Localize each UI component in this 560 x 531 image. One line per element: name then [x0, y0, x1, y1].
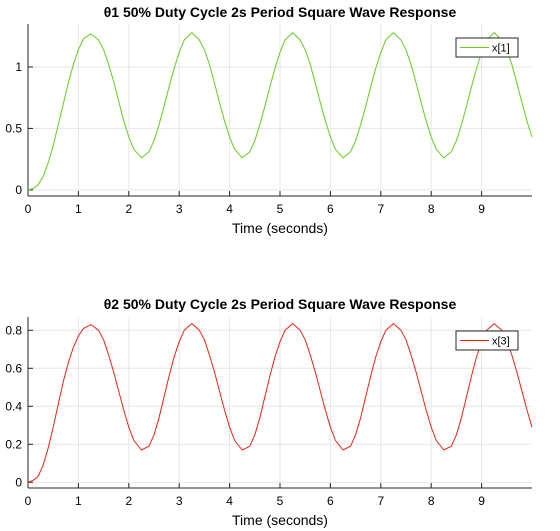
x-tick-label: 5 [277, 202, 284, 216]
x-tick-label: 5 [277, 494, 284, 508]
x-tick-label: 6 [327, 494, 334, 508]
x-tick-label: 4 [226, 494, 233, 508]
x-tick-label: 2 [125, 494, 132, 508]
x-axis-label: Time (seconds) [232, 512, 328, 528]
x-tick-label: 8 [428, 494, 435, 508]
y-tick-label: 0.4 [5, 399, 22, 413]
x-tick-label: 3 [176, 494, 183, 508]
y-tick-label: 0 [15, 475, 22, 489]
y-tick-label: 1 [15, 60, 22, 74]
series-line [27, 323, 533, 483]
x-tick-label: 7 [377, 494, 384, 508]
y-tick-label: 0.2 [5, 437, 22, 451]
x-tick-label: 1 [75, 494, 82, 508]
x-tick-label: 8 [428, 202, 435, 216]
x-tick-label: 0 [25, 202, 32, 216]
x-tick-label: 9 [478, 494, 485, 508]
x-tick-label: 0 [25, 494, 32, 508]
series-line [27, 32, 533, 191]
x-tick-label: 7 [377, 202, 384, 216]
x-tick-label: 9 [478, 202, 485, 216]
y-tick-label: 0.8 [5, 323, 22, 337]
legend-label: x[3] [492, 336, 510, 348]
x-tick-label: 3 [176, 202, 183, 216]
chart-1: θ1 50% Duty Cycle 2s Period Square Wave … [5, 4, 533, 236]
x-tick-label: 4 [226, 202, 233, 216]
chart-2: θ2 50% Duty Cycle 2s Period Square Wave … [5, 296, 533, 528]
y-tick-label: 0.5 [5, 121, 22, 135]
x-axis-label: Time (seconds) [232, 220, 328, 236]
chart-title: θ1 50% Duty Cycle 2s Period Square Wave … [104, 4, 457, 20]
chart-title: θ2 50% Duty Cycle 2s Period Square Wave … [104, 296, 457, 312]
y-tick-label: 0.6 [5, 361, 22, 375]
legend: x[1] [455, 37, 519, 58]
y-tick-label: 0 [15, 183, 22, 197]
x-tick-label: 6 [327, 202, 334, 216]
x-tick-label: 2 [125, 202, 132, 216]
legend: x[3] [455, 330, 519, 351]
x-tick-label: 1 [75, 202, 82, 216]
legend-label: x[1] [492, 43, 510, 55]
